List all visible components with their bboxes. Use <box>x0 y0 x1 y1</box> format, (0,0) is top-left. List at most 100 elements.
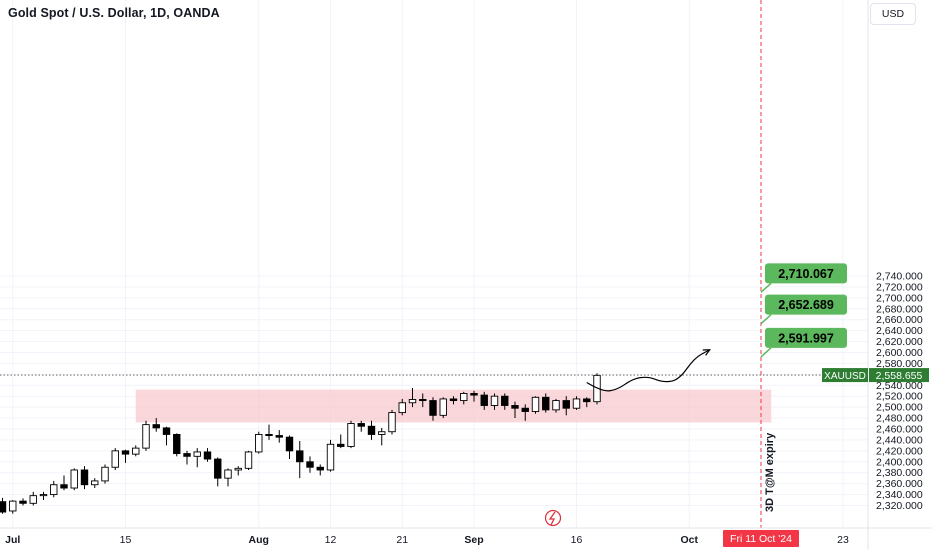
x-tick-label: Aug <box>249 534 269 546</box>
y-tick-label: 2,380.000 <box>876 467 923 479</box>
candle-down <box>183 453 191 457</box>
candle-up <box>142 424 150 449</box>
candle-up <box>531 396 540 412</box>
candle-down <box>511 405 519 409</box>
symbol-tag: XAUUSD <box>824 371 866 382</box>
y-tick-label: 2,420.000 <box>876 445 923 457</box>
candle-down <box>367 425 376 435</box>
candle-down <box>562 400 570 409</box>
candle-up <box>388 412 396 433</box>
candle-down <box>173 434 181 455</box>
target-label: 2,710.067 <box>778 267 834 281</box>
y-tick-label: 2,720.000 <box>876 281 923 293</box>
expiry-date-tag-box <box>723 530 799 547</box>
candle-down <box>296 450 304 463</box>
y-tick-label: 2,660.000 <box>876 314 923 326</box>
candle-down <box>449 398 458 402</box>
candle-down <box>337 443 345 447</box>
y-tick-label: 2,580.000 <box>876 358 923 370</box>
logo-ring <box>544 509 562 527</box>
candle-up <box>572 398 581 409</box>
candle-up <box>132 447 140 455</box>
target-label: 2,591.997 <box>778 331 834 345</box>
target-label-box <box>765 327 847 348</box>
candle-up <box>408 399 417 404</box>
expiry-date-tag: Fri 11 Oct '24 <box>730 533 792 545</box>
chart-title: Gold Spot / U.S. Dollar, 1D, OANDA <box>8 6 220 20</box>
logo-bolt <box>548 511 556 526</box>
expiry-text: 3D T@M expiry <box>764 432 776 512</box>
candle-up <box>552 400 560 411</box>
candle-up <box>29 495 37 504</box>
projection-arrow-head <box>702 349 711 356</box>
candle-down <box>357 423 365 427</box>
candle-up <box>347 423 355 447</box>
target-pointer <box>760 282 772 293</box>
x-tick-label: Sep <box>464 534 483 546</box>
projection-path <box>586 349 711 392</box>
x-tick-label: Oct <box>680 534 698 546</box>
y-tick-label: 2,440.000 <box>876 434 923 446</box>
candle-down <box>470 393 478 396</box>
candle-down <box>429 400 437 416</box>
y-tick-label: 2,340.000 <box>876 489 923 501</box>
candle-down <box>0 501 7 513</box>
y-tick-label: 2,600.000 <box>876 347 923 359</box>
candle-up <box>490 395 499 406</box>
y-tick-label: 2,480.000 <box>876 413 923 425</box>
y-tick-label: 2,680.000 <box>876 303 923 315</box>
x-tick-label: 15 <box>120 534 132 546</box>
y-tick-label: 2,620.000 <box>876 336 923 348</box>
last-price-tag: 2,558.655 <box>876 370 923 382</box>
target-pointer <box>760 314 772 325</box>
y-tick-label: 2,500.000 <box>876 402 923 414</box>
candle-up <box>255 434 263 453</box>
candle-down <box>121 450 130 455</box>
y-tick-label: 2,400.000 <box>876 456 923 468</box>
candle-down <box>583 398 591 403</box>
candle-down <box>419 399 427 402</box>
target-label: 2,652.689 <box>778 298 834 312</box>
x-tick-label: 23 <box>837 534 849 546</box>
candle-up <box>244 451 253 469</box>
candle-up <box>439 398 447 416</box>
candle-up <box>9 500 17 512</box>
y-tick-label: 2,740.000 <box>876 270 923 282</box>
candle-up <box>193 451 201 457</box>
currency-button[interactable]: USD <box>870 3 916 25</box>
target-label-box <box>765 263 847 284</box>
y-tick-label: 2,360.000 <box>876 478 923 490</box>
candle-up <box>111 450 119 468</box>
candle-down <box>203 451 212 460</box>
candle-down <box>214 458 222 479</box>
candle-down <box>19 500 27 504</box>
candle-down <box>60 484 68 489</box>
candle-up <box>234 467 242 471</box>
annotations-layer: 3D T@M expiry 2,710.067 2,652.689 2,591.997 <box>0 0 868 528</box>
y-tick-label: 2,700.000 <box>876 292 923 304</box>
candle-down <box>521 407 529 412</box>
x-tick-label: Jul <box>5 534 20 546</box>
support-zone-layer <box>135 389 772 423</box>
candle-up <box>39 494 48 497</box>
candle-up <box>91 480 99 486</box>
candle-up <box>378 431 386 435</box>
candle-down <box>316 466 324 471</box>
y-tick-label: 2,640.000 <box>876 325 923 337</box>
candle-down <box>152 424 160 429</box>
candle-down <box>162 427 171 435</box>
target-label-box <box>765 294 847 315</box>
support-zone <box>135 389 772 423</box>
candle-down <box>265 434 273 436</box>
candle-down <box>306 461 314 468</box>
candle-up <box>70 469 78 489</box>
candle-down <box>480 394 488 406</box>
candle-up <box>326 443 335 471</box>
lightning-logo-icon <box>544 509 562 527</box>
symbol-tag-box <box>822 368 868 383</box>
y-tick-label: 2,460.000 <box>876 423 923 435</box>
candle-up <box>398 402 406 414</box>
x-tick-label: 21 <box>396 534 408 546</box>
